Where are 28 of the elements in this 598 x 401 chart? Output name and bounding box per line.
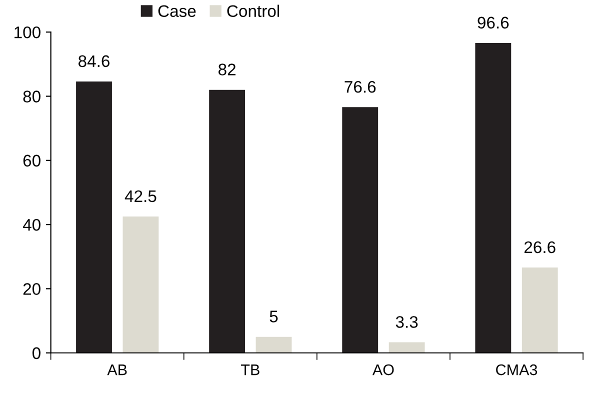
data-label: 96.6 bbox=[478, 16, 509, 29]
legend-label: Control bbox=[227, 4, 280, 17]
data-label: 84.6 bbox=[78, 55, 110, 68]
x-tick-label: TB bbox=[240, 364, 260, 376]
bar bbox=[256, 336, 292, 353]
x-tick-label: AO bbox=[372, 364, 394, 376]
y-tick-label: 100 bbox=[14, 26, 40, 38]
y-tick-label: 20 bbox=[23, 283, 40, 295]
bar bbox=[522, 268, 558, 353]
bar bbox=[388, 342, 425, 353]
y-tick-label: 80 bbox=[23, 90, 40, 102]
y-tick-label: 60 bbox=[23, 154, 40, 167]
bar bbox=[475, 42, 512, 353]
x-tick-label: CMA3 bbox=[496, 364, 538, 376]
y-tick-label: 0 bbox=[32, 347, 40, 360]
data-label: 26.6 bbox=[524, 241, 556, 254]
data-label: 42.5 bbox=[124, 190, 156, 202]
bar bbox=[342, 107, 378, 353]
x-tick-label: AB bbox=[107, 364, 127, 376]
data-label: 76.6 bbox=[344, 80, 376, 93]
data-label: 5 bbox=[270, 310, 278, 322]
y-tick-label: 40 bbox=[22, 218, 40, 231]
bar bbox=[209, 90, 246, 353]
bar bbox=[122, 216, 159, 353]
bar bbox=[76, 81, 112, 353]
legend-label: Case bbox=[158, 5, 196, 17]
data-label: 3.3 bbox=[396, 316, 418, 328]
data-label: 82 bbox=[218, 64, 236, 76]
